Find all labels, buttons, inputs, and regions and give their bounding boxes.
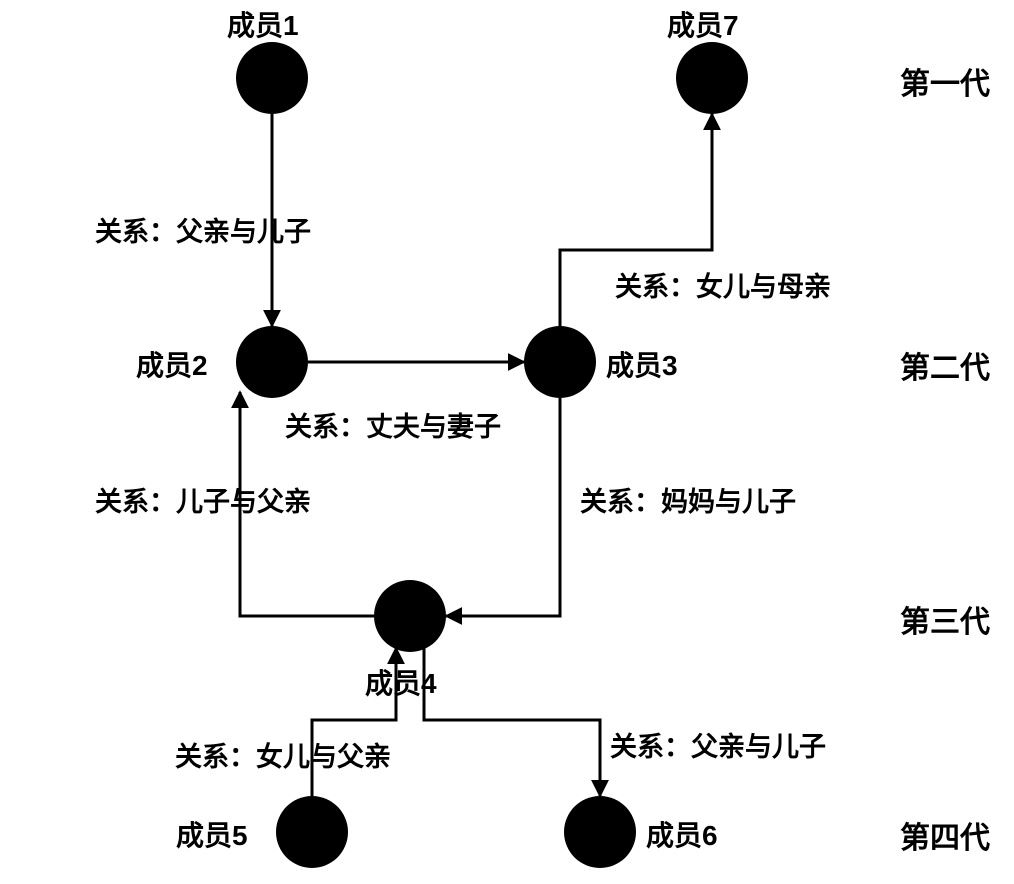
node-member-5	[276, 796, 348, 868]
node-member-7	[676, 42, 748, 114]
generation-label-3: 第三代	[900, 597, 990, 641]
label-member-2: 成员2	[136, 344, 208, 384]
edge-label-7: 关系：父亲与儿子	[610, 725, 826, 764]
node-member-2	[236, 326, 308, 398]
generation-label-4: 第四代	[900, 813, 990, 857]
edge-label-2: 关系：丈夫与妻子	[285, 405, 501, 444]
label-member-6: 成员6	[646, 814, 718, 854]
generation-label-1: 第一代	[900, 59, 990, 103]
label-member-7: 成员7	[667, 4, 739, 44]
edge-label-6: 关系：女儿与父亲	[175, 735, 391, 774]
node-member-3	[524, 326, 596, 398]
node-member-1	[236, 42, 308, 114]
node-member-4	[374, 580, 446, 652]
label-member-3: 成员3	[606, 344, 678, 384]
generation-label-2: 第二代	[900, 343, 990, 387]
edge-label-5: 关系：妈妈与儿子	[580, 480, 796, 519]
edge-label-3: 关系：女儿与母亲	[615, 265, 831, 304]
edges-layer	[0, 0, 1014, 884]
node-member-6	[564, 796, 636, 868]
edge-label-1: 关系：父亲与儿子	[95, 210, 311, 249]
edge-e7	[424, 648, 600, 796]
label-member-5: 成员5	[176, 814, 248, 854]
label-member-4: 成员4	[365, 662, 437, 702]
diagram-canvas: 成员1 成员7 成员2 成员3 成员4 成员5 成员6 第一代 第二代 第三代 …	[0, 0, 1014, 884]
label-member-1: 成员1	[227, 4, 299, 44]
edge-label-4: 关系：儿子与父亲	[95, 480, 311, 519]
